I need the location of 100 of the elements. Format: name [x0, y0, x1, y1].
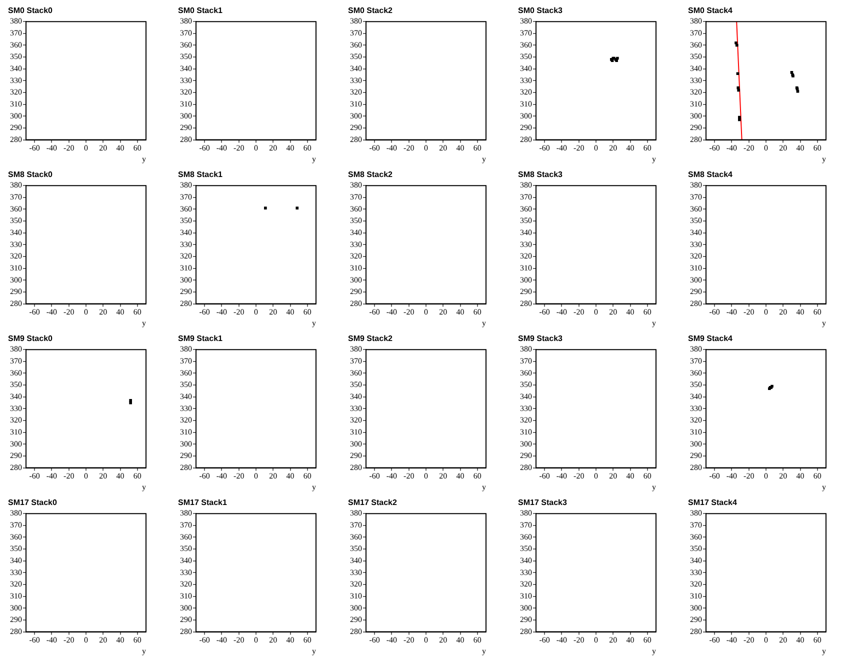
y-tick-label: 310	[690, 427, 702, 436]
x-tick-label: 0	[764, 308, 768, 317]
x-tick-label: -40	[556, 308, 568, 317]
x-axis-title: y	[822, 646, 826, 656]
y-tick-label: 330	[690, 568, 702, 577]
chart-title: SM8 Stack4	[688, 170, 734, 180]
y-tick-label: 280	[180, 298, 192, 308]
y-tick-label: 380	[520, 344, 532, 354]
x-tick-label: 40	[286, 308, 294, 317]
y-tick-label: 340	[350, 556, 362, 565]
x-tick-label: -20	[744, 308, 754, 317]
y-tick-label: 320	[690, 88, 702, 97]
y-tick-label: 340	[10, 392, 22, 401]
y-tick-label: 360	[690, 532, 702, 542]
x-tick-label: 20	[439, 636, 448, 645]
y-tick-label: 360	[180, 532, 192, 542]
y-tick-label: 330	[690, 76, 702, 85]
y-tick-label: 330	[520, 404, 532, 413]
x-tick-label: 20	[269, 636, 278, 645]
y-tick-label: 370	[10, 192, 22, 202]
y-tick-label: 300	[520, 111, 532, 120]
y-tick-label: 310	[520, 591, 532, 600]
y-tick-label: 310	[180, 99, 192, 108]
x-tick-label: 0	[424, 636, 428, 645]
y-tick-label: 340	[350, 392, 362, 401]
x-tick-label: 20	[779, 636, 788, 645]
x-tick-label: -20	[404, 308, 414, 317]
y-tick-label: 370	[520, 28, 532, 38]
x-tick-label: 0	[254, 636, 258, 645]
x-tick-label: 20	[269, 308, 278, 317]
x-tick-label: 60	[303, 472, 312, 481]
y-tick-label: 360	[690, 368, 702, 378]
x-axis-title: y	[652, 154, 656, 164]
y-tick-label: 340	[350, 64, 362, 73]
y-tick-label: 330	[180, 404, 192, 413]
y-tick-label: 360	[10, 368, 22, 378]
y-tick-label: 340	[180, 392, 192, 401]
y-tick-label: 300	[10, 603, 22, 612]
y-tick-label: 360	[10, 204, 22, 214]
y-tick-label: 370	[520, 192, 532, 202]
x-tick-label: -40	[386, 308, 398, 317]
x-tick-label: 20	[99, 144, 108, 153]
x-axis-title: y	[482, 318, 486, 328]
y-tick-label: 320	[350, 580, 362, 589]
y-tick-label: 290	[520, 451, 532, 460]
x-axis-title: y	[822, 482, 826, 492]
x-tick-label: -20	[744, 472, 754, 481]
x-tick-label: -40	[46, 308, 58, 317]
x-tick-label: -40	[386, 144, 398, 153]
y-tick-label: 340	[10, 64, 22, 73]
y-tick-label: 310	[690, 99, 702, 108]
y-tick-label: 300	[350, 111, 362, 120]
y-tick-label: 380	[10, 16, 22, 26]
x-tick-label: 40	[626, 308, 634, 317]
x-tick-label: 0	[764, 144, 768, 153]
x-tick-label: -20	[574, 636, 584, 645]
y-tick-label: 340	[690, 64, 702, 73]
y-tick-label: 310	[520, 427, 532, 436]
y-tick-label: 340	[10, 228, 22, 237]
y-tick-label: 280	[350, 298, 362, 308]
y-tick-label: 330	[350, 568, 362, 577]
y-tick-label: 350	[690, 544, 702, 554]
x-tick-label: -20	[744, 144, 754, 153]
y-tick-label: 280	[690, 626, 702, 636]
x-tick-label: -20	[64, 308, 74, 317]
y-tick-label: 310	[350, 99, 362, 108]
x-tick-label: 20	[269, 472, 278, 481]
y-tick-label: 290	[180, 451, 192, 460]
y-tick-label: 380	[690, 508, 702, 518]
y-tick-label: 330	[10, 240, 22, 249]
x-tick-label: -40	[726, 472, 738, 481]
x-tick-label: 0	[424, 472, 428, 481]
chart-title: SM9 Stack3	[518, 334, 564, 344]
y-tick-label: 360	[180, 368, 192, 378]
y-tick-label: 350	[180, 544, 192, 554]
y-tick-label: 360	[350, 368, 362, 378]
y-tick-label: 320	[350, 416, 362, 425]
y-tick-label: 380	[520, 16, 532, 26]
y-tick-label: 320	[180, 88, 192, 97]
x-tick-label: 0	[84, 144, 88, 153]
x-axis-title: y	[482, 646, 486, 656]
y-tick-label: 300	[520, 439, 532, 448]
y-tick-label: 360	[690, 204, 702, 214]
y-tick-label: 360	[520, 368, 532, 378]
x-tick-label: 0	[84, 636, 88, 645]
x-tick-label: 60	[133, 144, 142, 153]
y-tick-label: 320	[180, 252, 192, 261]
x-axis-title: y	[142, 482, 146, 492]
y-tick-label: 330	[350, 76, 362, 85]
y-tick-label: 380	[180, 508, 192, 518]
x-tick-label: 60	[473, 144, 482, 153]
y-tick-label: 290	[690, 287, 702, 296]
y-tick-label: 320	[690, 580, 702, 589]
x-axis-title: y	[312, 646, 316, 656]
chart-title: SM0 Stack0	[8, 6, 54, 16]
x-tick-label: 20	[439, 144, 448, 153]
y-tick-label: 370	[690, 520, 702, 530]
y-tick-label: 370	[350, 192, 362, 202]
y-tick-label: 290	[350, 287, 362, 296]
x-tick-label: 60	[303, 308, 312, 317]
